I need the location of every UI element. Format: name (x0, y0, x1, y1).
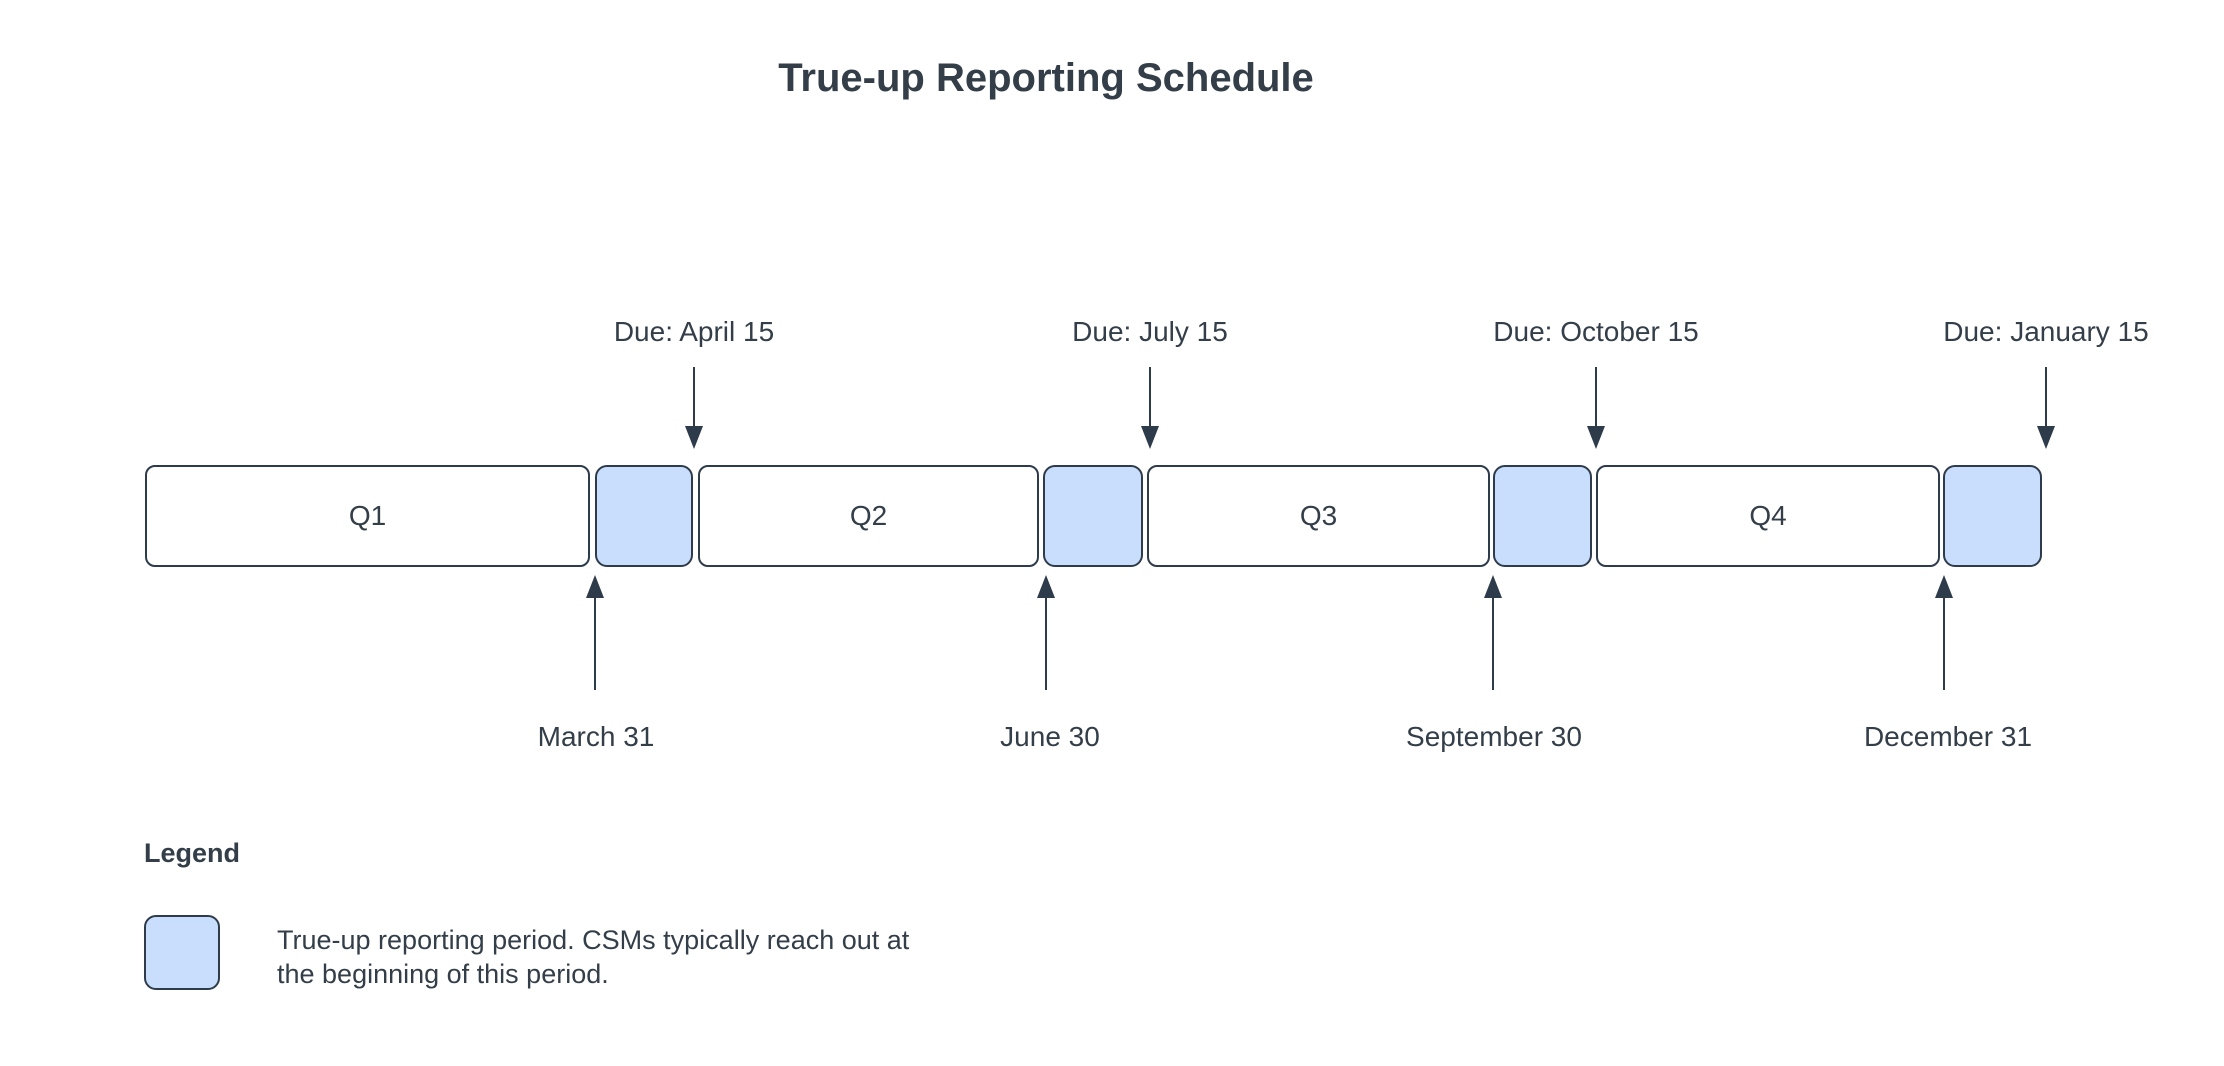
quarter-box-q2: Q2 (698, 465, 1039, 567)
quarter-box-q4: Q4 (1596, 465, 1940, 567)
quarter-label: Q3 (1299, 500, 1338, 531)
arrow-up-icon-q3-end (1484, 575, 1502, 690)
arrow-down-icon-q4-due (2037, 367, 2055, 449)
quarter-label: Q1 (348, 500, 387, 531)
arrow-head (685, 426, 703, 449)
legend-swatch (144, 915, 220, 990)
arrow-head (1484, 575, 1502, 598)
trueup-period-box-q1 (595, 465, 693, 567)
arrow-head (586, 575, 604, 598)
arrow-down-icon-q2-due (1141, 367, 1159, 449)
arrow-up-icon-q4-end (1935, 575, 1953, 690)
arrow-down-icon-q1-due (685, 367, 703, 449)
due-date-label-q3: Due: October 15 (1493, 316, 1699, 347)
quarter-label: Q2 (849, 500, 888, 531)
arrow-line (2045, 367, 2047, 426)
arrow-down-icon-q3-due (1587, 367, 1605, 449)
end-date-label-q4: December 31 (1863, 721, 2033, 752)
due-date-label-q1: Due: April 15 (613, 316, 775, 347)
arrow-line (594, 598, 596, 690)
legend-text-line2: the beginning of this period. (277, 959, 609, 989)
arrow-line (1492, 598, 1494, 690)
arrow-up-icon-q1-end (586, 575, 604, 690)
arrow-head (1587, 426, 1605, 449)
arrow-line (1595, 367, 1597, 426)
quarter-box-q3: Q3 (1147, 465, 1490, 567)
legend-text-line1: True-up reporting period. CSMs typically… (277, 925, 910, 955)
diagram-title: True-up Reporting Schedule (778, 56, 1314, 100)
trueup-period-box-q2 (1043, 465, 1143, 567)
arrow-head (2037, 426, 2055, 449)
arrow-up-icon-q2-end (1037, 575, 1055, 690)
legend-heading: Legend (144, 838, 241, 868)
trueup-period-box-q4 (1943, 465, 2042, 567)
arrow-head (1935, 575, 1953, 598)
due-date-label-q4: Due: January 15 (1943, 316, 2149, 347)
end-date-label-q3: September 30 (1406, 721, 1582, 752)
due-date-label-q2: Due: July 15 (1072, 316, 1228, 347)
quarter-label: Q4 (1749, 500, 1787, 531)
arrow-head (1037, 575, 1055, 598)
arrow-line (1045, 598, 1047, 690)
legend-text: True-up reporting period. CSMs typically… (277, 923, 909, 991)
arrow-head (1141, 426, 1159, 449)
arrow-line (693, 367, 695, 426)
end-date-label-q1: March 31 (537, 721, 655, 752)
arrow-line (1149, 367, 1151, 426)
end-date-label-q2: June 30 (1000, 721, 1100, 752)
quarter-box-q1: Q1 (145, 465, 590, 567)
arrow-line (1943, 598, 1945, 690)
trueup-period-box-q3 (1493, 465, 1592, 567)
